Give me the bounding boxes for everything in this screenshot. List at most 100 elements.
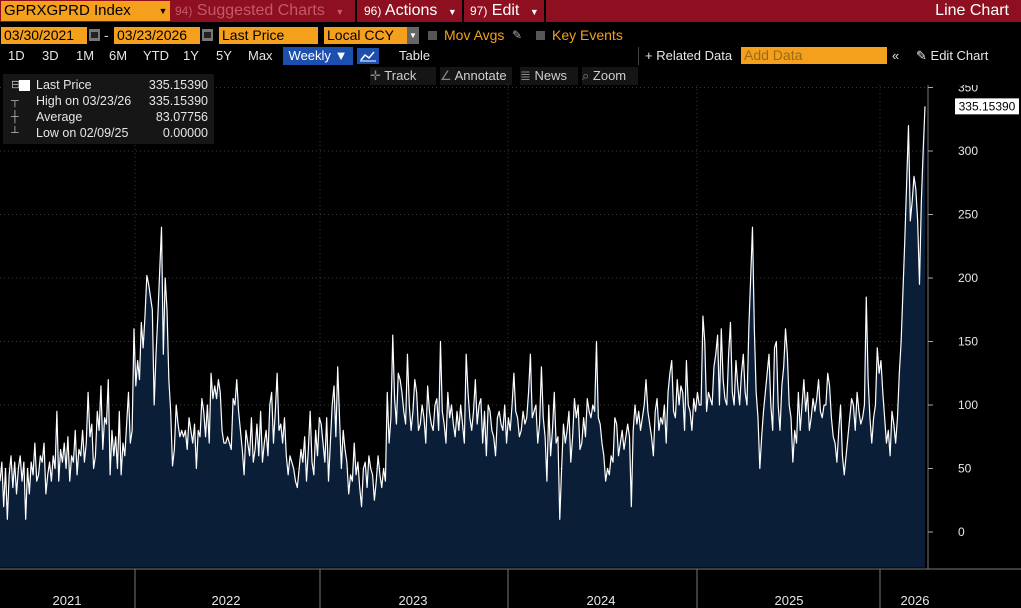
last-value-tag: 335.15390 [959, 99, 1016, 113]
news-icon: ≣ [520, 68, 531, 83]
annotate-tool[interactable]: ∠ Annotate [440, 67, 512, 85]
annotate-label: Annotate [454, 68, 507, 83]
suggested-charts-number: 94) [175, 4, 193, 18]
menu-divider [544, 0, 546, 22]
legend-average-label: Average [36, 110, 83, 124]
period-max-button[interactable]: Max [248, 48, 273, 63]
related-data-button[interactable]: + Related Data [645, 48, 733, 63]
legend-last-label: Last Price [36, 78, 92, 92]
legend-high-value: 335.15390 [148, 94, 208, 108]
edit-menu[interactable]: 97) Edit ▼ [470, 1, 539, 21]
chart-legend: ⊟ Last Price 335.15390 ┬ High on 03/23/2… [3, 74, 214, 144]
collapse-icon[interactable]: « [892, 48, 900, 63]
pencil-icon[interactable]: ✎ [512, 28, 523, 42]
chart-type-title: Line Chart [935, 2, 1009, 19]
actions-number: 96) [364, 4, 382, 18]
suggested-charts-menu[interactable]: 94) Suggested Charts ▼ [175, 1, 344, 21]
x-tick-label: 2024 [587, 593, 616, 608]
legend-low-icon: ┴ [11, 127, 19, 139]
end-date-input[interactable]: 03/23/2026 [114, 27, 200, 44]
suggested-charts-label: Suggested Charts [196, 2, 325, 19]
track-tool[interactable]: ✛ Track [370, 67, 436, 85]
news-label: News [534, 68, 568, 83]
y-tick-label: 300 [958, 144, 978, 158]
legend-average-icon: ┼ [11, 111, 19, 123]
key-events-checkbox[interactable] [536, 31, 545, 40]
period-1d-button[interactable]: 1D [8, 48, 25, 63]
crosshair-icon: ✛ [370, 68, 381, 83]
x-tick-label: 2021 [53, 593, 82, 608]
period-5y-button[interactable]: 5Y [216, 48, 232, 63]
legend-high-icon: ┬ [11, 95, 19, 107]
edit-dropdown-icon: ▼ [529, 7, 539, 17]
y-tick-label: 150 [958, 335, 978, 349]
title-bar: GPRXGPRD Index ▼ 94) Suggested Charts ▼ … [0, 0, 1021, 22]
period-6m-button[interactable]: 6M [109, 48, 128, 63]
legend-average-value: 83.07756 [155, 110, 208, 124]
mov-avgs-checkbox[interactable] [428, 31, 437, 40]
legend-high-label: High on 03/23/26 [36, 94, 132, 108]
last-value-tag-bg [955, 98, 1019, 115]
zoom-label: Zoom [592, 68, 627, 83]
track-label: Track [384, 68, 417, 83]
x-tick-label: 2023 [399, 593, 428, 608]
ticker-field[interactable]: GPRXGPRD Index [1, 1, 169, 21]
edit-chart-button[interactable]: ✎ Edit Chart [916, 47, 988, 65]
series-area [0, 106, 925, 568]
calendar-icon[interactable] [89, 29, 100, 41]
legend-high-row: ┬ High on 03/23/26 335.15390 [3, 93, 214, 109]
menu-divider [355, 0, 357, 22]
currency-dropdown-icon[interactable]: ▼ [407, 27, 419, 44]
date-range-dash: - [104, 27, 109, 43]
line-chart-icon[interactable] [357, 48, 379, 64]
y-tick-label: 350 [958, 85, 978, 95]
legend-low-row: ┴ Low on 02/09/25 0.00000 [3, 125, 214, 141]
currency-select[interactable]: Local CCY [324, 27, 407, 44]
date-field-bar: 03/30/2021 - 03/23/2026 Last Price Local… [0, 24, 1021, 46]
period-3d-button[interactable]: 3D [42, 48, 59, 63]
line-chart-glyph [360, 51, 376, 62]
start-date-input[interactable]: 03/30/2021 [1, 27, 87, 44]
news-tool[interactable]: ≣ News [520, 67, 578, 85]
legend-last-value: 335.15390 [148, 78, 208, 92]
edit-chart-label: Edit Chart [930, 48, 989, 63]
period-1m-button[interactable]: 1M [76, 48, 95, 63]
y-tick-label: 100 [958, 398, 978, 412]
period-bar: 1D 3D 1M 6M YTD 1Y 5Y Max Weekly ▼ Table… [0, 46, 1021, 66]
legend-tree-icon: ⊟ [11, 79, 21, 91]
actions-label: Actions [384, 2, 438, 19]
ticker-dropdown-arrow[interactable]: ▼ [156, 1, 170, 21]
field-select[interactable]: Last Price [219, 27, 318, 44]
y-tick-label: 0 [958, 525, 965, 539]
legend-last-price-row: ⊟ Last Price 335.15390 [3, 77, 214, 93]
actions-menu[interactable]: 96) Actions ▼ [364, 1, 457, 21]
frequency-label: Weekly [288, 48, 331, 63]
y-tick-label: 50 [958, 462, 972, 476]
table-button[interactable]: Table [399, 48, 431, 63]
suggested-dropdown-icon: ▼ [335, 7, 345, 17]
series-line [0, 106, 926, 520]
mov-avgs-label[interactable]: Mov Avgs [444, 27, 505, 43]
actions-dropdown-icon: ▼ [447, 7, 457, 17]
legend-low-label: Low on 02/09/25 [36, 126, 129, 140]
period-ytd-button[interactable]: YTD [143, 48, 169, 63]
annotate-icon: ∠ [440, 68, 452, 83]
calendar-icon[interactable] [202, 29, 213, 41]
zoom-tool[interactable]: ⌕ Zoom [582, 67, 638, 85]
zoom-icon: ⌕ [582, 68, 590, 83]
frequency-dropdown-icon: ▼ [334, 48, 348, 63]
price-chart[interactable]: 0 50 100 150 200 250 300 350 335.15390 2021 2022 20… [0, 85, 1021, 608]
edit-number: 97) [470, 4, 488, 18]
y-tick-label: 200 [958, 271, 978, 285]
key-events-label[interactable]: Key Events [552, 27, 623, 43]
edit-label: Edit [491, 2, 520, 19]
x-tick-label: 2025 [775, 593, 804, 608]
legend-low-value: 0.00000 [162, 126, 208, 140]
legend-average-row: ┼ Average 83.07756 [3, 109, 214, 125]
menu-divider [462, 0, 464, 22]
frequency-select[interactable]: Weekly ▼ [283, 47, 353, 65]
edit-chart-pencil-icon: ✎ [916, 48, 927, 63]
x-tick-label: 2026 [901, 593, 930, 608]
period-1y-button[interactable]: 1Y [183, 48, 199, 63]
add-data-input[interactable]: Add Data [741, 47, 887, 64]
